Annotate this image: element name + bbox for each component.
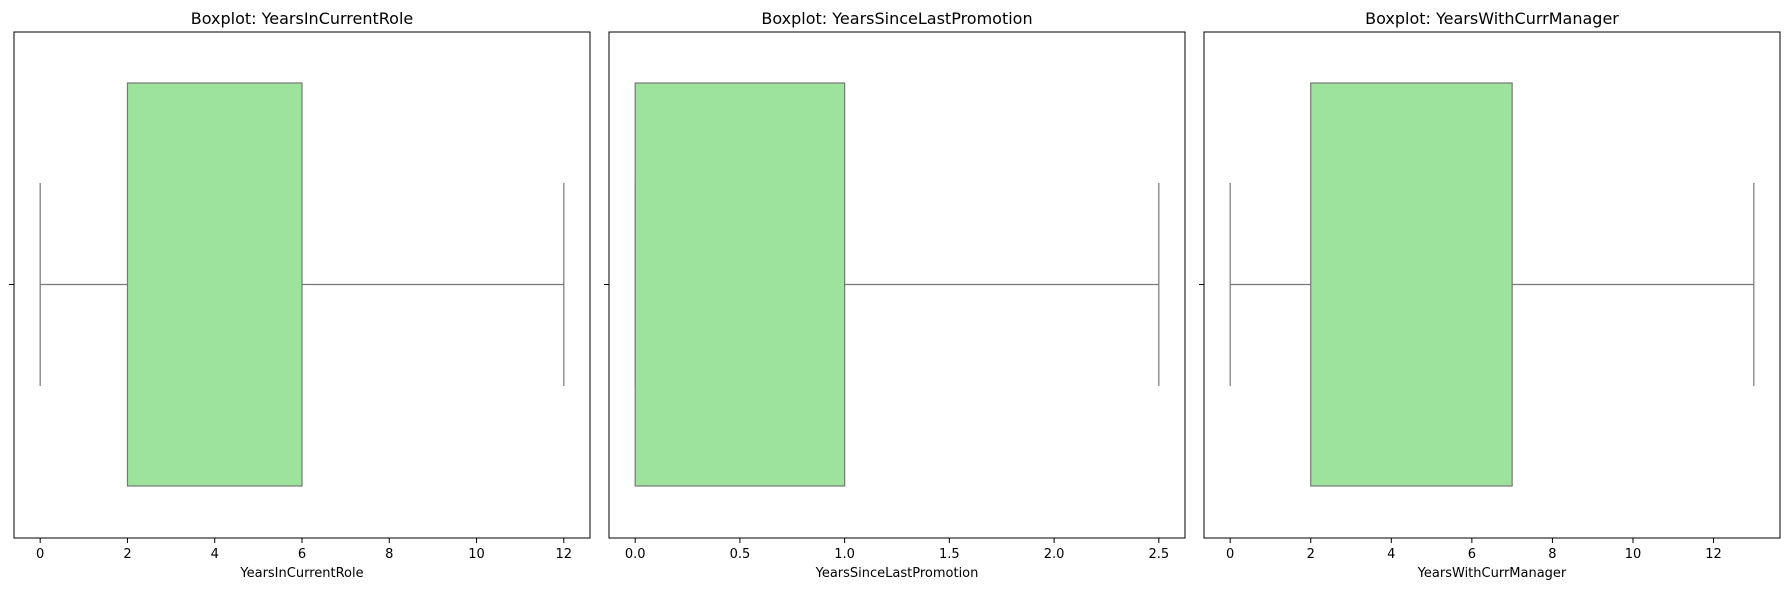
x-tick-label: 2: [1307, 547, 1315, 562]
panel-title: Boxplot: YearsInCurrentRole: [191, 9, 414, 28]
x-tick-label: 0: [1226, 547, 1234, 562]
x-tick-label: 12: [556, 547, 573, 562]
boxplot-panel-1: Boxplot: YearsInCurrentRole 0 2 4 6 8 10 12 Year…: [9, 9, 591, 581]
iqr-box: [634, 82, 846, 487]
x-tick-label: 10: [1625, 547, 1642, 562]
boxplot-panel-2: Boxplot: YearsSinceLastPromotion 0.0 0.5 1.…: [604, 9, 1186, 581]
x-axis-label: YearsWithCurrManager: [1417, 566, 1567, 581]
x-tick-label: 2.5: [1148, 547, 1169, 562]
x-tick-label: 0.5: [730, 547, 751, 562]
x-tick-label: 2.0: [1044, 547, 1065, 562]
iqr-box: [126, 82, 303, 487]
x-tick-label: 1.5: [939, 547, 960, 562]
x-tick-label: 6: [1468, 547, 1476, 562]
boxplot-panel-3: Boxplot: YearsWithCurrManager 0 2 4 6 8 10 12 Ye…: [1199, 9, 1781, 581]
x-tick-label: 0: [36, 547, 44, 562]
x-tick-label: 4: [1387, 547, 1395, 562]
x-tick-label: 0.0: [625, 547, 646, 562]
x-axis-label: YearsInCurrentRole: [239, 566, 363, 581]
x-tick-label: 10: [468, 547, 485, 562]
x-tick-label: 6: [298, 547, 306, 562]
panel-title: Boxplot: YearsSinceLastPromotion: [761, 9, 1032, 28]
x-tick-label: 2: [123, 547, 131, 562]
x-tick-label: 1.0: [834, 547, 855, 562]
panel-title: Boxplot: YearsWithCurrManager: [1365, 9, 1619, 28]
x-tick-label: 12: [1705, 547, 1722, 562]
iqr-box: [1310, 82, 1513, 487]
x-axis-label: YearsSinceLastPromotion: [815, 566, 979, 581]
x-tick-label: 8: [1548, 547, 1556, 562]
x-tick-label: 8: [385, 547, 393, 562]
x-tick-label: 4: [211, 547, 219, 562]
